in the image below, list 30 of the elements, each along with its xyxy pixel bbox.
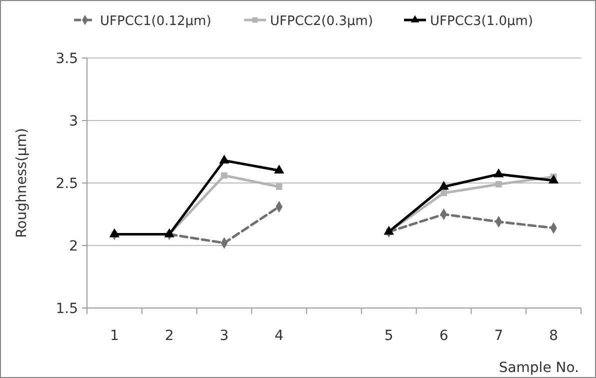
point — [384, 226, 394, 235]
point — [219, 154, 230, 164]
x-tick-label: 1 — [110, 328, 119, 344]
legend-label: UFPCC1(0.12μm) — [100, 14, 212, 29]
point — [438, 180, 449, 190]
x-tick-label: 6 — [439, 328, 448, 344]
point — [496, 181, 502, 188]
x-tick-label: 8 — [549, 328, 558, 344]
x-tick-label: 3 — [220, 328, 229, 344]
point — [276, 184, 282, 190]
y-tick-label: 3.5 — [56, 51, 78, 67]
y-axis-title: Roughness(μm) — [14, 128, 30, 238]
legend-label: UFPCC3(1.0μm) — [430, 14, 534, 29]
x-tick-label: 4 — [274, 328, 284, 344]
x-tick-label: 2 — [164, 328, 174, 344]
y-tick-label: 1.5 — [56, 301, 78, 317]
point — [221, 172, 228, 179]
point — [548, 174, 559, 184]
x-tick-label: 5 — [384, 328, 394, 344]
point — [164, 228, 174, 238]
y-tick-label: 2.5 — [56, 176, 78, 192]
y-tick-label: 3 — [69, 114, 78, 130]
x-tick-label: 7 — [494, 328, 504, 344]
point — [440, 190, 447, 196]
point — [494, 168, 504, 178]
y-tick-label: 2 — [69, 238, 78, 254]
point — [109, 228, 120, 238]
legend-label: UFPCC2(0.3μm) — [270, 14, 374, 29]
x-axis-title: Sample No. — [498, 360, 579, 376]
point — [274, 164, 284, 174]
